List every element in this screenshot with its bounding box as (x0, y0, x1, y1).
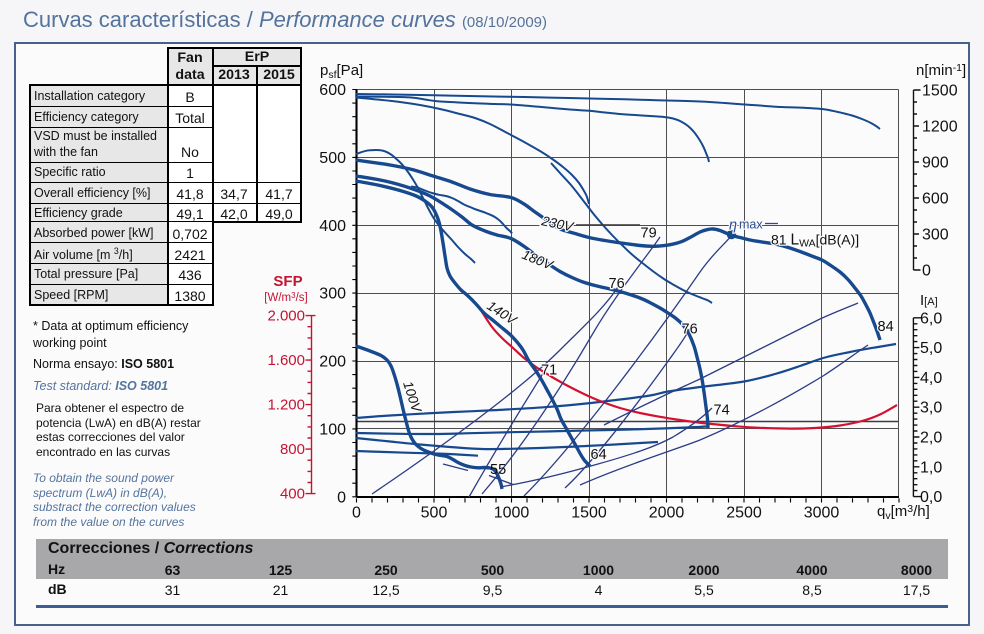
svg-text:3000: 3000 (804, 505, 840, 522)
svg-text:1500: 1500 (571, 505, 607, 522)
svg-text:1000: 1000 (494, 505, 530, 522)
svg-text:psf[Pa]: psf[Pa] (320, 62, 363, 81)
svg-text:400: 400 (319, 218, 346, 235)
svg-text:600: 600 (922, 191, 949, 208)
svg-text:76: 76 (682, 322, 698, 338)
svg-text:100: 100 (319, 421, 346, 438)
svg-text:[W/m3/s]: [W/m3/s] (264, 291, 307, 304)
svg-text:84: 84 (878, 319, 894, 335)
svg-text:1200: 1200 (922, 119, 958, 136)
svg-text:1,0: 1,0 (920, 459, 942, 476)
svg-text:1500: 1500 (922, 83, 958, 100)
svg-text:5,0: 5,0 (920, 340, 942, 357)
svg-text:SFP: SFP (273, 273, 302, 290)
svg-text:1.600: 1.600 (267, 352, 305, 369)
svg-text:500: 500 (421, 505, 448, 522)
svg-text:6,0: 6,0 (920, 310, 942, 327)
svg-text:I[A]: I[A] (920, 292, 938, 309)
svg-text:64: 64 (591, 447, 607, 463)
svg-text:300: 300 (319, 286, 346, 303)
svg-text:n[min-1]: n[min-1] (916, 62, 966, 79)
svg-text:500: 500 (319, 150, 346, 167)
svg-text:η: η (729, 218, 737, 234)
svg-text:2.000: 2.000 (267, 308, 305, 325)
svg-text:600: 600 (319, 82, 346, 99)
svg-text:900: 900 (922, 155, 949, 172)
svg-text:180V: 180V (520, 247, 557, 273)
svg-text:200: 200 (319, 354, 346, 371)
svg-text:76: 76 (609, 276, 625, 292)
svg-text:max: max (739, 218, 763, 232)
svg-text:0: 0 (337, 489, 346, 506)
svg-text:81 LWA[dB(A)]: 81 LWA[dB(A)] (771, 232, 859, 250)
svg-text:0: 0 (352, 505, 361, 522)
svg-text:1.200: 1.200 (267, 397, 305, 414)
svg-text:0: 0 (922, 263, 931, 280)
svg-text:79: 79 (641, 226, 657, 242)
svg-text:qv[m3/h]: qv[m3/h] (877, 503, 930, 522)
svg-text:400: 400 (280, 486, 305, 503)
svg-text:2500: 2500 (726, 505, 762, 522)
svg-text:71: 71 (541, 363, 557, 379)
svg-text:74: 74 (714, 403, 730, 419)
svg-text:300: 300 (922, 227, 949, 244)
svg-text:3,0: 3,0 (920, 400, 942, 417)
svg-text:55: 55 (490, 462, 506, 478)
svg-text:230V: 230V (539, 213, 576, 235)
svg-text:2,0: 2,0 (920, 430, 942, 447)
svg-text:800: 800 (280, 441, 305, 458)
svg-text:0,0: 0,0 (920, 489, 942, 506)
svg-text:2000: 2000 (649, 505, 685, 522)
svg-text:4,0: 4,0 (920, 370, 942, 387)
